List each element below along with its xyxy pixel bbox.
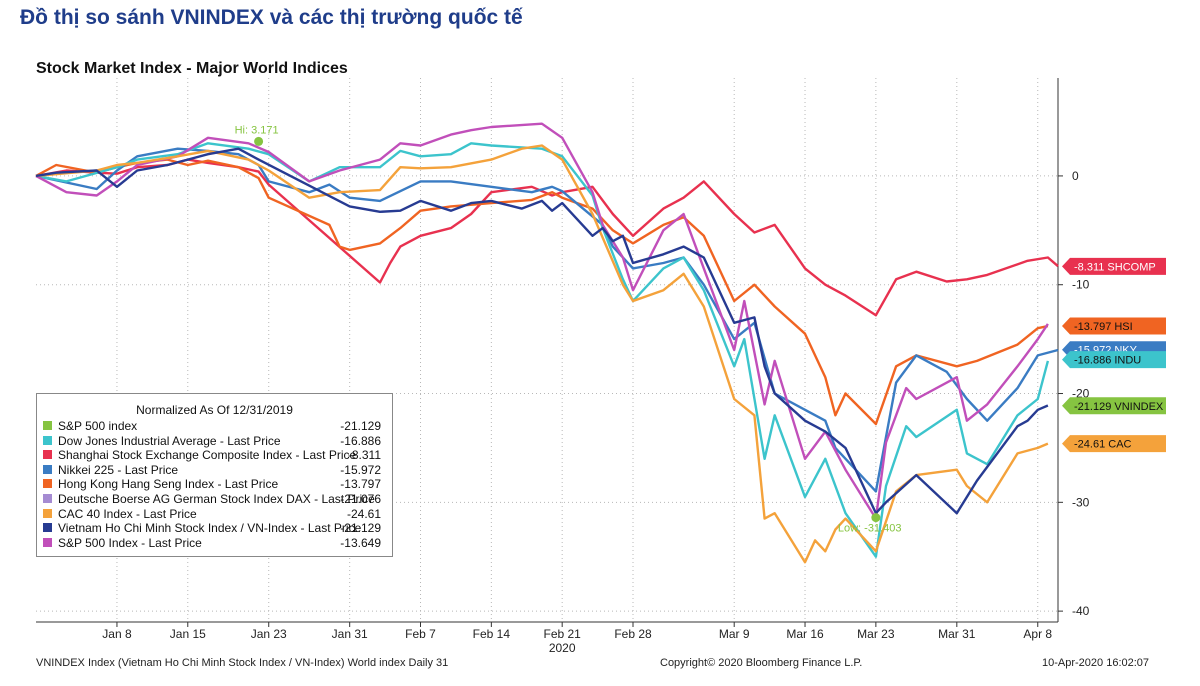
x-tick-label: Jan 15: [170, 627, 206, 641]
legend-swatch: [43, 435, 52, 445]
series-line: [35, 147, 1049, 515]
value-tag: [1062, 317, 1166, 335]
value-tag-label: -16.886 INDU: [1074, 355, 1141, 367]
legend-value: -13.797: [340, 477, 381, 492]
annotation-label: Hi: 3.171: [235, 124, 279, 136]
page-heading: Đồ thị so sánh VNINDEX và các thị trường…: [20, 6, 523, 29]
x-tick-label: Jan 23: [251, 627, 287, 641]
x-tick-label: Jan 31: [332, 627, 368, 641]
legend-label: Hong Kong Hang Seng Index - Last Price: [58, 477, 279, 492]
x-tick-label: Feb 7: [405, 627, 436, 641]
legend-swatch: [43, 421, 52, 430]
legend-item: CAC 40 Index - Last Price -24.61: [43, 507, 381, 521]
value-tag: [1062, 257, 1166, 275]
legend-value: -21.129: [340, 419, 381, 433]
legend-swatch: [43, 494, 52, 503]
y-tick-label: -30: [1072, 495, 1090, 509]
series-line: [35, 122, 1049, 520]
legend-label: CAC 40 Index - Last Price: [58, 506, 197, 521]
legend-item: Shanghai Stock Exchange Composite Index …: [43, 448, 381, 462]
y-tick-label: -40: [1072, 604, 1090, 618]
value-tag-label: -8.311 SHCOMP: [1074, 261, 1156, 273]
footer-copyright: Copyright© 2020 Bloomberg Finance L.P.: [660, 657, 863, 669]
series-line: [35, 158, 1059, 317]
x-tick-label: Mar 9: [719, 627, 750, 641]
x-tick-label: Feb 14: [473, 627, 511, 641]
legend-label: Nikkei 225 - Last Price: [58, 462, 179, 477]
legend-label: Shanghai Stock Exchange Composite Index …: [58, 448, 357, 463]
legend-value: -15.972: [340, 462, 381, 477]
x-tick-label: Jan 8: [102, 627, 132, 641]
legend-value: -16.886: [340, 433, 381, 448]
value-tag: [1062, 397, 1166, 415]
legend-label: S&P 500 index: [58, 419, 138, 433]
legend-value: -13.649: [340, 535, 381, 550]
value-tag: [1062, 435, 1166, 453]
legend-label: S&P 500 Index - Last Price: [58, 535, 202, 550]
legend-item: S&P 500 Index - Last Price -13.649: [43, 536, 381, 550]
x-tick-label: Feb 21: [543, 627, 581, 641]
x-year-label: 2020: [549, 641, 576, 655]
x-tick-label: Mar 23: [857, 627, 895, 641]
value-tag-label: -21.129 VNINDEX: [1074, 401, 1164, 413]
chart-legend: Normalized As Of 12/31/2019 S&P 500 inde…: [36, 393, 393, 557]
legend-item: Deutsche Boerse AG German Stock Index DA…: [43, 492, 381, 506]
legend-label: Dow Jones Industrial Average - Last Pric…: [58, 433, 281, 448]
legend-swatch: [43, 537, 52, 547]
value-tag-label: -24.61 CAC: [1074, 439, 1132, 451]
y-tick-label: -20: [1072, 387, 1090, 401]
y-tick-label: 0: [1072, 169, 1079, 183]
footer-timestamp: 10-Apr-2020 16:02:07: [1042, 657, 1150, 669]
x-tick-label: Mar 31: [938, 627, 976, 641]
legend-item: Nikkei 225 - Last Price -15.972: [43, 463, 381, 477]
series-line: [35, 158, 1049, 426]
y-tick-label: -10: [1072, 278, 1090, 292]
legend-value: -21.129: [340, 521, 381, 536]
value-tag: [1062, 351, 1166, 369]
x-tick-label: Mar 16: [786, 627, 824, 641]
legend-item: Hong Kong Hang Seng Index - Last Price -1…: [43, 477, 381, 491]
legend-value: -21.076: [340, 492, 381, 506]
series-line: [35, 142, 1050, 558]
legend-label: Vietnam Ho Chi Minh Stock Index / VN-Ind…: [58, 521, 362, 536]
footer-source: VNINDEX Index (Vietnam Ho Chi Minh Stock…: [36, 657, 449, 669]
legend-swatch: [43, 523, 52, 533]
legend-swatch: [43, 479, 52, 489]
legend-swatch: [43, 508, 52, 518]
annotation-marker: [254, 136, 264, 146]
legend-item: Vietnam Ho Chi Minh Stock Index / VN-Ind…: [43, 521, 381, 535]
annotation-label: Low: -31.403: [838, 523, 902, 535]
legend-value: -8.311: [347, 448, 381, 463]
legend-value: -24.61: [346, 506, 381, 521]
legend-item: Dow Jones Industrial Average - Last Pric…: [43, 434, 381, 448]
legend-swatch: [43, 464, 52, 474]
value-tag-label: -13.797 HSI: [1074, 321, 1133, 333]
x-tick-label: Feb 28: [614, 627, 652, 641]
chart-title: Stock Market Index - Major World Indices: [36, 60, 348, 77]
legend-label: Deutsche Boerse AG German Stock Index DA…: [58, 492, 375, 506]
legend-title: Normalized As Of 12/31/2019: [136, 403, 293, 417]
legend-swatch: [43, 450, 52, 460]
x-tick-label: Apr 8: [1023, 627, 1052, 641]
legend-item: S&P 500 index -21.129: [43, 419, 381, 433]
annotation-marker: [871, 513, 881, 523]
